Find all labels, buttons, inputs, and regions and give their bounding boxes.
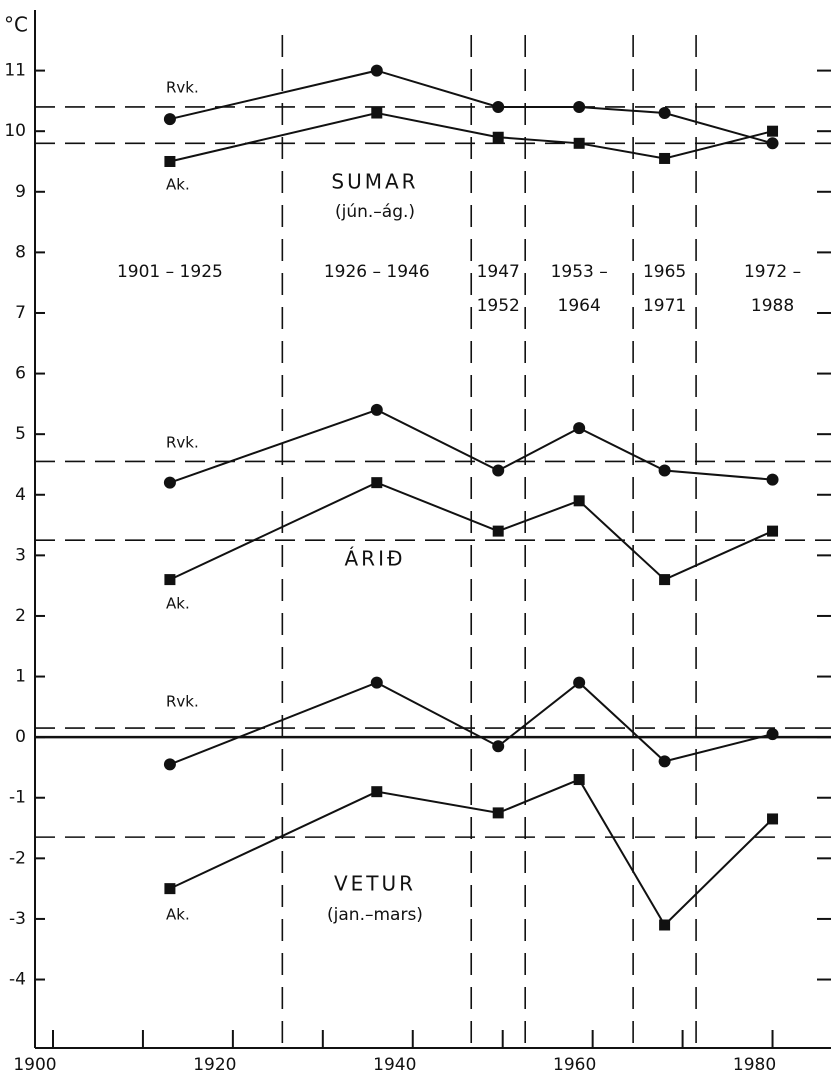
y-tick-label: -4: [9, 970, 26, 990]
group-title: VETUR: [334, 872, 416, 896]
x-tick-label: 1980: [733, 1055, 776, 1074]
point: [767, 813, 779, 825]
y-tick-label: 3: [15, 545, 26, 565]
period-label: 1965: [643, 262, 686, 282]
point: [371, 107, 383, 119]
point: [573, 676, 586, 689]
series-label: Rvk.: [166, 434, 199, 452]
x-tick-label: 1900: [13, 1055, 56, 1074]
series-line: [169, 111, 773, 163]
point: [492, 464, 505, 477]
x-tick-label: 1920: [193, 1055, 236, 1074]
point: [163, 758, 176, 771]
series-label: Ak.: [166, 906, 190, 924]
series-label: Rvk.: [166, 79, 199, 97]
series-label: Rvk.: [166, 693, 199, 711]
point: [659, 152, 671, 164]
group-title: ÁRIÐ: [345, 547, 406, 571]
series-label: Ak.: [166, 595, 190, 613]
point: [492, 740, 505, 753]
period-label: 1947: [477, 262, 520, 282]
point: [370, 64, 383, 77]
y-tick-label: -3: [9, 909, 26, 929]
point: [573, 422, 586, 435]
point: [767, 525, 779, 537]
series-line: [169, 778, 774, 927]
series-label: Ak.: [166, 176, 190, 194]
group-subtitle: (jan.–mars): [327, 905, 423, 925]
y-tick-label: 7: [15, 303, 26, 323]
y-tick-label: 4: [15, 485, 26, 505]
point: [164, 574, 176, 586]
series-line: [169, 681, 773, 766]
point: [370, 676, 383, 689]
y-tick-label: 0: [15, 727, 26, 747]
point: [658, 464, 671, 477]
y-axis-label: °C: [4, 13, 28, 37]
y-tick-label: 9: [15, 182, 26, 202]
y-tick-label: 11: [4, 61, 26, 81]
period-label: 1926 – 1946: [324, 262, 430, 282]
group-title: SUMAR: [331, 170, 418, 194]
point: [766, 473, 779, 486]
y-tick-label: 8: [15, 242, 26, 262]
y-tick-label: -2: [9, 848, 26, 868]
y-tick-label: 5: [15, 424, 26, 444]
period-label: 1971: [643, 296, 686, 316]
period-label: 1972 –: [744, 262, 801, 282]
point: [371, 786, 383, 798]
point: [492, 525, 504, 537]
point: [371, 477, 383, 489]
point: [163, 113, 176, 126]
point: [573, 774, 585, 786]
period-label: 1952: [477, 296, 520, 316]
point: [492, 131, 504, 143]
point: [659, 919, 671, 931]
point: [658, 107, 671, 120]
x-tick-label: 1940: [373, 1055, 416, 1074]
series-line: [169, 69, 773, 145]
period-label: 1901 – 1925: [117, 262, 223, 282]
y-tick-label: -1: [9, 788, 26, 808]
group-subtitle: (jún.–ág.): [335, 202, 415, 222]
series-line: [169, 408, 773, 484]
point: [164, 883, 176, 895]
point: [163, 476, 176, 489]
point: [659, 574, 671, 586]
point: [573, 137, 585, 149]
point: [573, 495, 585, 507]
point: [164, 155, 176, 167]
y-tick-label: 2: [15, 606, 26, 626]
point: [766, 728, 779, 741]
y-tick-label: 1: [15, 667, 26, 687]
point: [370, 403, 383, 416]
x-tick-label: 1960: [553, 1055, 596, 1074]
point: [573, 100, 586, 113]
period-label: 1988: [751, 296, 794, 316]
y-tick-label: 10: [4, 121, 26, 141]
point: [767, 125, 779, 137]
point: [492, 807, 504, 819]
point: [492, 100, 505, 113]
period-label: 1964: [558, 296, 601, 316]
series-line: [169, 481, 773, 581]
y-tick-label: 6: [15, 364, 26, 384]
period-label: 1953 –: [551, 262, 608, 282]
point: [658, 755, 671, 768]
